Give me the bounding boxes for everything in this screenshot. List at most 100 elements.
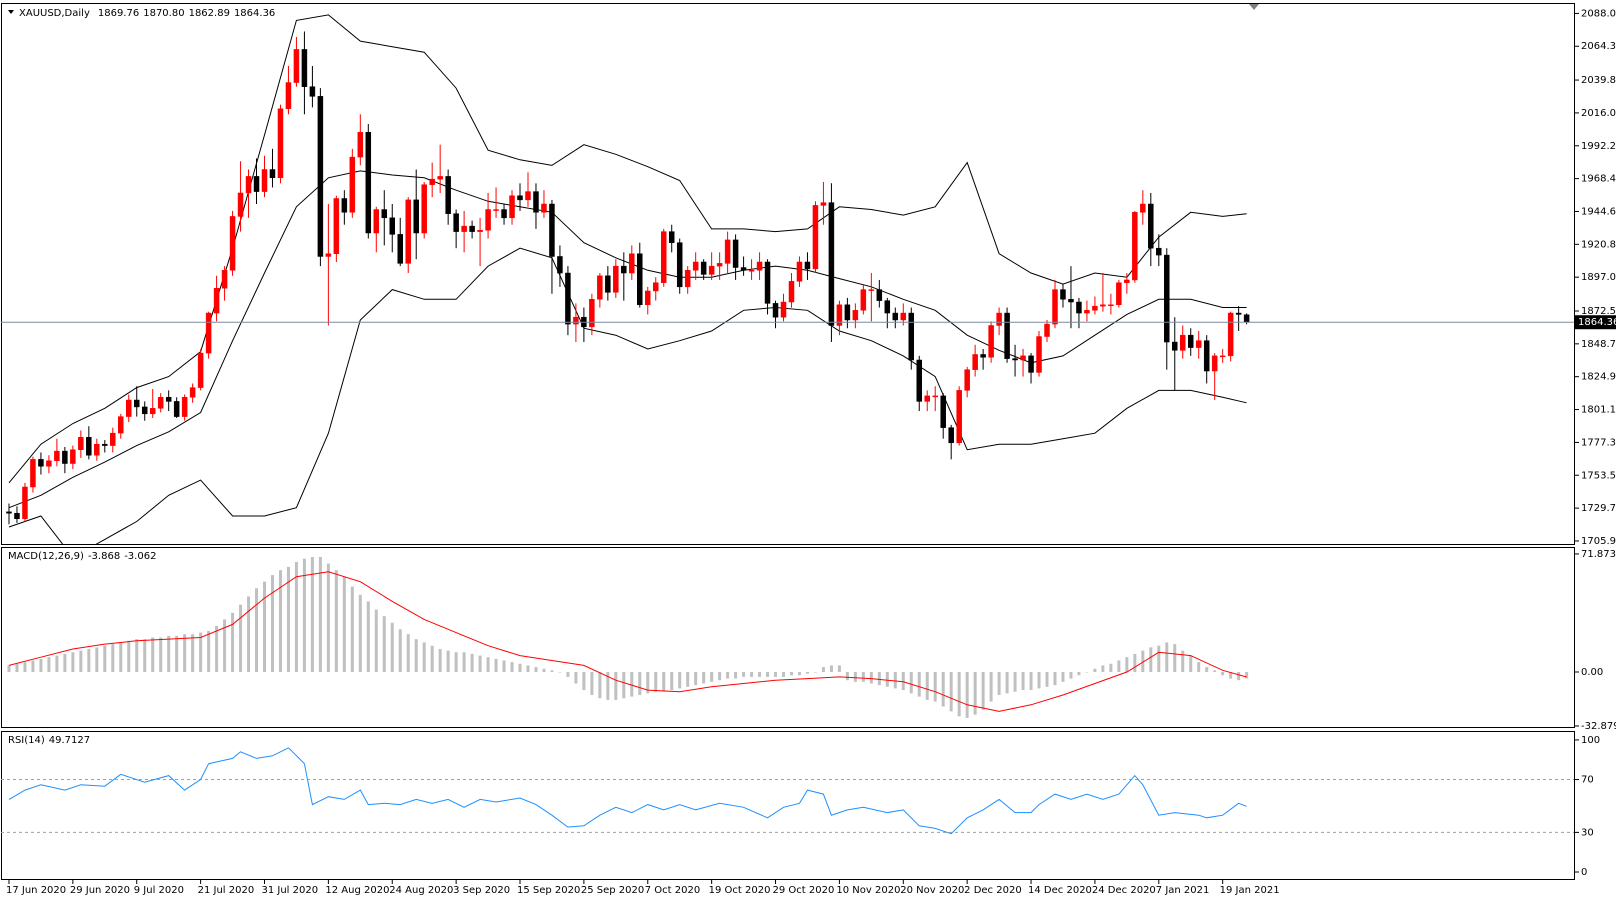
macd-bar [1005, 671, 1009, 694]
candle-body [1156, 247, 1162, 256]
candle-body [573, 316, 579, 325]
y-tick-label: 71.873 [1581, 549, 1616, 560]
macd-bar [47, 657, 51, 672]
candle-body [126, 399, 132, 417]
candle-body [900, 312, 907, 321]
rsi-plot [1, 747, 1574, 835]
candle-body [1187, 334, 1194, 348]
candle-body [14, 512, 20, 519]
candle-body [884, 300, 891, 314]
candle-body [325, 253, 332, 257]
macd-bar [726, 671, 730, 679]
macd-bar [215, 626, 219, 672]
x-tick-label: 15 Sep 2020 [517, 885, 580, 896]
candle-body [812, 205, 819, 270]
macd-bar [326, 563, 330, 672]
macd-bar [1029, 671, 1033, 691]
macd-bar [1229, 671, 1233, 679]
x-tick-label: 19 Jan 2021 [1220, 885, 1280, 896]
candle-body [1004, 312, 1010, 359]
candle-body [1060, 289, 1066, 300]
macd-bar [151, 637, 155, 672]
macd-bar [558, 671, 562, 673]
y-tick-label: 1705.90 [1581, 536, 1616, 547]
y-tick-label: 1848.70 [1581, 339, 1616, 350]
macd-bar [278, 570, 282, 672]
candle-body [62, 450, 68, 464]
macd-bar [478, 655, 482, 672]
macd-bar [837, 665, 841, 672]
candle-body [149, 408, 156, 415]
y-tick-label: 2064.30 [1581, 41, 1616, 52]
macd-bar [893, 671, 897, 689]
candle-body [213, 287, 220, 314]
macd-bar [438, 648, 442, 672]
y-tick-label: 30 [1581, 827, 1594, 838]
candle-body [461, 225, 467, 232]
macd-bar [103, 645, 107, 672]
candle-body [1243, 314, 1250, 323]
candle-body [653, 282, 659, 292]
chart-header: XAUUSD,Daily 1869.76 1870.80 1862.89 1864.36 [19, 8, 275, 19]
candle-body [94, 443, 100, 456]
candle-body [365, 131, 372, 234]
macd-bar [646, 671, 650, 694]
candle-body [1140, 203, 1146, 213]
y-tick-label: 1777.30 [1581, 437, 1616, 448]
macd-bar [318, 557, 322, 672]
macd-bar [1197, 662, 1201, 672]
candle-body [1036, 336, 1042, 373]
macd-bar [526, 665, 530, 672]
candle-body [828, 202, 835, 326]
candle-body [637, 253, 643, 306]
macd-bar [414, 639, 418, 672]
macd-bar [255, 588, 259, 672]
macd-bar [286, 566, 290, 672]
macd-bar [909, 671, 913, 694]
candle-body [1211, 355, 1218, 372]
macd-bar [582, 671, 586, 691]
macd-bar [358, 594, 362, 672]
macd-bar [23, 662, 27, 672]
y-tick-label: 2088.08 [1581, 8, 1616, 19]
macd-label: MACD(12,26,9) [8, 551, 84, 562]
macd-bar [766, 671, 770, 677]
ohlc-close: 1864.36 [234, 8, 275, 19]
macd-bar [869, 671, 873, 684]
macd-bar [662, 671, 666, 692]
macd-bar [135, 639, 139, 672]
candle-body [860, 289, 867, 311]
macd-bar [925, 671, 929, 700]
candle-body [645, 290, 651, 306]
candle-body [956, 390, 962, 444]
macd-bar [1157, 645, 1161, 672]
macd-bar [821, 667, 825, 672]
candle-body [788, 281, 795, 303]
y-tick-label: 1872.50 [1581, 306, 1616, 317]
macd-bar [566, 671, 570, 677]
macd-bar [518, 663, 522, 672]
candle-body [964, 369, 970, 391]
candle-body [30, 459, 36, 488]
x-tick-label: 10 Nov 2020 [836, 885, 900, 896]
candle-body [1124, 279, 1130, 283]
macd-bar [63, 653, 67, 672]
macd-bar [1245, 671, 1249, 679]
macd-bar [71, 652, 75, 672]
y-tick-label: 2039.80 [1581, 75, 1616, 86]
macd-bar [853, 671, 857, 682]
macd-bar [1021, 671, 1025, 691]
candle-body [429, 178, 435, 185]
macd-bar [231, 612, 235, 672]
symbol-menu-arrow [8, 10, 14, 14]
candle-body [1203, 340, 1210, 372]
candle-body [509, 195, 515, 219]
candle-body [557, 256, 563, 274]
macd-bar [95, 647, 99, 672]
candle-body [46, 460, 52, 467]
macd-legend: MACD(12,26,9) -3.868 -3.062 [8, 551, 156, 562]
macd-bar [159, 637, 163, 672]
candle-body [349, 156, 356, 213]
candle-body [285, 82, 292, 110]
